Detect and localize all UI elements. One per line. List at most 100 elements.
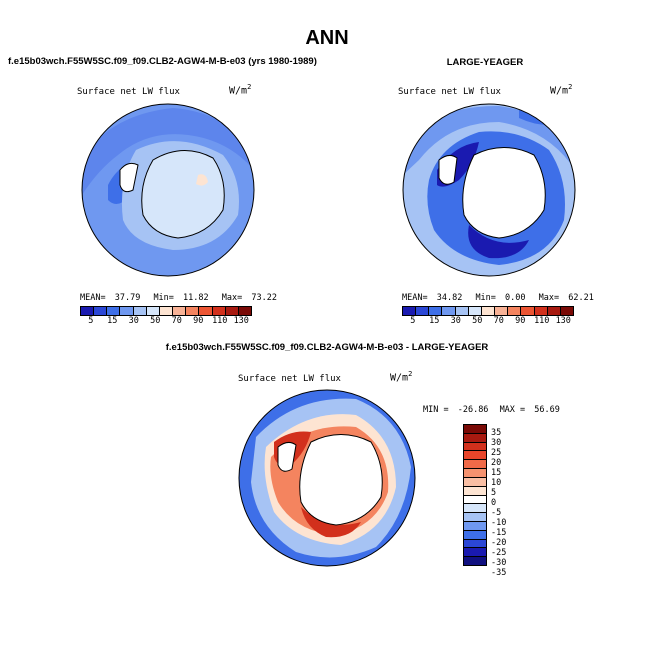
panel2-stats: MEAN= 34.82 Min= 0.00 Max= 62.21	[402, 293, 594, 303]
panel2-max-label: Max=	[538, 293, 560, 303]
panel2-colorbar-swatch	[495, 307, 509, 315]
panel2-colorbar-swatch	[403, 307, 417, 315]
difference-stats: MIN = -26.86 MAX = 56.69	[423, 405, 560, 415]
panel1-colorbar-swatch	[133, 307, 147, 315]
difference-colorbar-tick-label: 5	[491, 488, 497, 498]
panel2-colorbar-tick-label: 5	[410, 316, 416, 326]
panel1-units-base: W/m	[229, 85, 248, 97]
panel1-colorbar-tick-label: 70	[171, 316, 182, 326]
panel1-max-label: Max=	[221, 293, 243, 303]
panel2-colorbar-swatch	[455, 307, 469, 315]
difference-colorbar-swatch	[464, 557, 486, 565]
panel2-min-label: Min=	[475, 293, 496, 303]
panel1-units: W/m2	[229, 83, 251, 96]
panel2-colorbar-swatch	[442, 307, 456, 315]
difference-colorbar-swatch	[464, 521, 486, 531]
panel2-map	[402, 103, 576, 277]
difference-colorbar-swatch	[464, 433, 486, 443]
difference-units-exp: 2	[408, 370, 413, 378]
panel1-colorbar-tick-label: 15	[107, 316, 118, 326]
panel1-colorbar-swatch	[186, 307, 200, 315]
difference-min-value: -26.86	[457, 405, 489, 415]
panel2-units: W/m2	[550, 83, 572, 96]
difference-colorbar-swatch	[464, 504, 486, 514]
panel2-colorbar-swatch	[521, 307, 535, 315]
difference-colorbar-swatch	[464, 495, 486, 505]
panel2-variable-label: Surface net LW flux	[398, 87, 501, 97]
difference-map-border	[238, 389, 416, 567]
panel1-colorbar-swatch	[94, 307, 108, 315]
panel1-colorbar: 5 15 30 50 70 90 110 130	[80, 306, 252, 326]
panel2-min-value: 0.00	[505, 293, 526, 303]
difference-contour-band	[301, 507, 361, 538]
panel1-colorbar-swatch	[146, 307, 160, 315]
difference-colorbar-tick-label: 30	[491, 438, 502, 448]
difference-colorbar-swatch	[464, 469, 486, 478]
panel1-units-exp: 2	[247, 83, 252, 91]
figure-title: ANN	[305, 27, 349, 49]
difference-colorbar-swatch	[464, 539, 486, 549]
panel2-contour-band	[403, 105, 575, 175]
difference-peninsula	[277, 441, 297, 472]
difference-colorbar-tick-label: -20	[491, 538, 507, 548]
panel1-antarctica	[141, 149, 225, 239]
difference-colorbar-swatch	[464, 425, 486, 434]
panel2-units-exp: 2	[568, 83, 573, 91]
difference-colorbar-tick-label: 25	[491, 448, 502, 458]
panel1-colorbar-tick-label: 110	[212, 316, 228, 326]
panel1-colorbar-swatch	[238, 307, 252, 315]
difference-colorbar-tick-label: -30	[491, 558, 507, 568]
panel2-colorbar-swatch	[534, 307, 548, 315]
panel1-colorbar-swatch	[225, 307, 239, 315]
panel1-mean-value: 37.79	[114, 293, 141, 303]
panel2-colorbar-swatch	[416, 307, 430, 315]
panel1-colorbar-tick-label: 90	[193, 316, 204, 326]
difference-colorbar-swatch	[464, 451, 486, 461]
difference-colorbar-tick-label: -25	[491, 548, 507, 558]
panel1-map-border	[81, 103, 255, 277]
difference-colorbar-tick-label: -15	[491, 528, 507, 538]
panel2-mean-label: MEAN=	[402, 293, 428, 303]
difference-colorbar-tick-label: -5	[491, 508, 502, 518]
difference-colorbar-tick-label: -35	[491, 568, 507, 578]
difference-variable-label: Surface net LW flux	[238, 374, 341, 384]
panel2-colorbar-tick-label: 90	[515, 316, 526, 326]
panel2-colorbar-tick-label: 130	[555, 316, 571, 326]
panel1-peninsula	[119, 162, 139, 193]
panel1-min-value: 11.82	[183, 293, 209, 303]
difference-units-base: W/m	[390, 372, 409, 384]
panel1-case-title: f.e15b03wch.F55W5SC.f09_f09.CLB2-AGW4-M-…	[8, 56, 317, 67]
panel2-colorbar-tick-label: 15	[429, 316, 440, 326]
panel1-colorbar-swatch	[120, 307, 134, 315]
difference-colorbar-swatch	[464, 530, 486, 540]
panel2-colorbar-tick-label: 30	[450, 316, 461, 326]
panel2-colorbar-swatch	[481, 307, 496, 315]
panel2-colorbar-swatch	[508, 307, 522, 315]
panel2-units-base: W/m	[550, 85, 569, 97]
difference-colorbar-swatch	[464, 548, 486, 558]
panel2-map-border	[402, 103, 576, 277]
panel1-colorbar-tick-label: 30	[128, 316, 139, 326]
difference-colorbar: 35 30 25 20 15 10 5 0 -5 -10 -15 -20 -25 -30 -35	[463, 424, 507, 578]
panel2-colorbar: 5 15 30 50 70 90 110 130	[402, 306, 574, 326]
panel1-colorbar-swatch	[159, 307, 174, 315]
panel2-colorbar-tick-label: 70	[493, 316, 504, 326]
difference-colorbar-tick-label: 0	[491, 498, 497, 508]
difference-colorbar-tick-label: 10	[491, 478, 502, 488]
panel2-colorbar-tick-label: 110	[534, 316, 550, 326]
difference-max-value: 56.69	[534, 405, 560, 415]
panel2-colorbar-swatch	[560, 307, 574, 315]
panel1-contour-band	[82, 108, 254, 195]
panel2-max-value: 62.21	[568, 293, 594, 303]
panel2-colorbar-tick-label: 50	[472, 316, 483, 326]
panel1-colorbar-tick-label: 50	[150, 316, 161, 326]
panel2-antarctica	[462, 147, 546, 239]
panel1-colorbar-swatch	[81, 307, 95, 315]
panel2-colorbar-swatch	[429, 307, 443, 315]
panel2-peninsula	[438, 154, 458, 185]
panel1-colorbar-swatch	[212, 307, 226, 315]
difference-colorbar-tick-label: 35	[491, 428, 502, 438]
panel1-colorbar-swatch	[107, 307, 121, 315]
panel2-case-title: LARGE-YEAGER	[446, 57, 524, 68]
difference-max-label: MAX =	[499, 405, 526, 415]
